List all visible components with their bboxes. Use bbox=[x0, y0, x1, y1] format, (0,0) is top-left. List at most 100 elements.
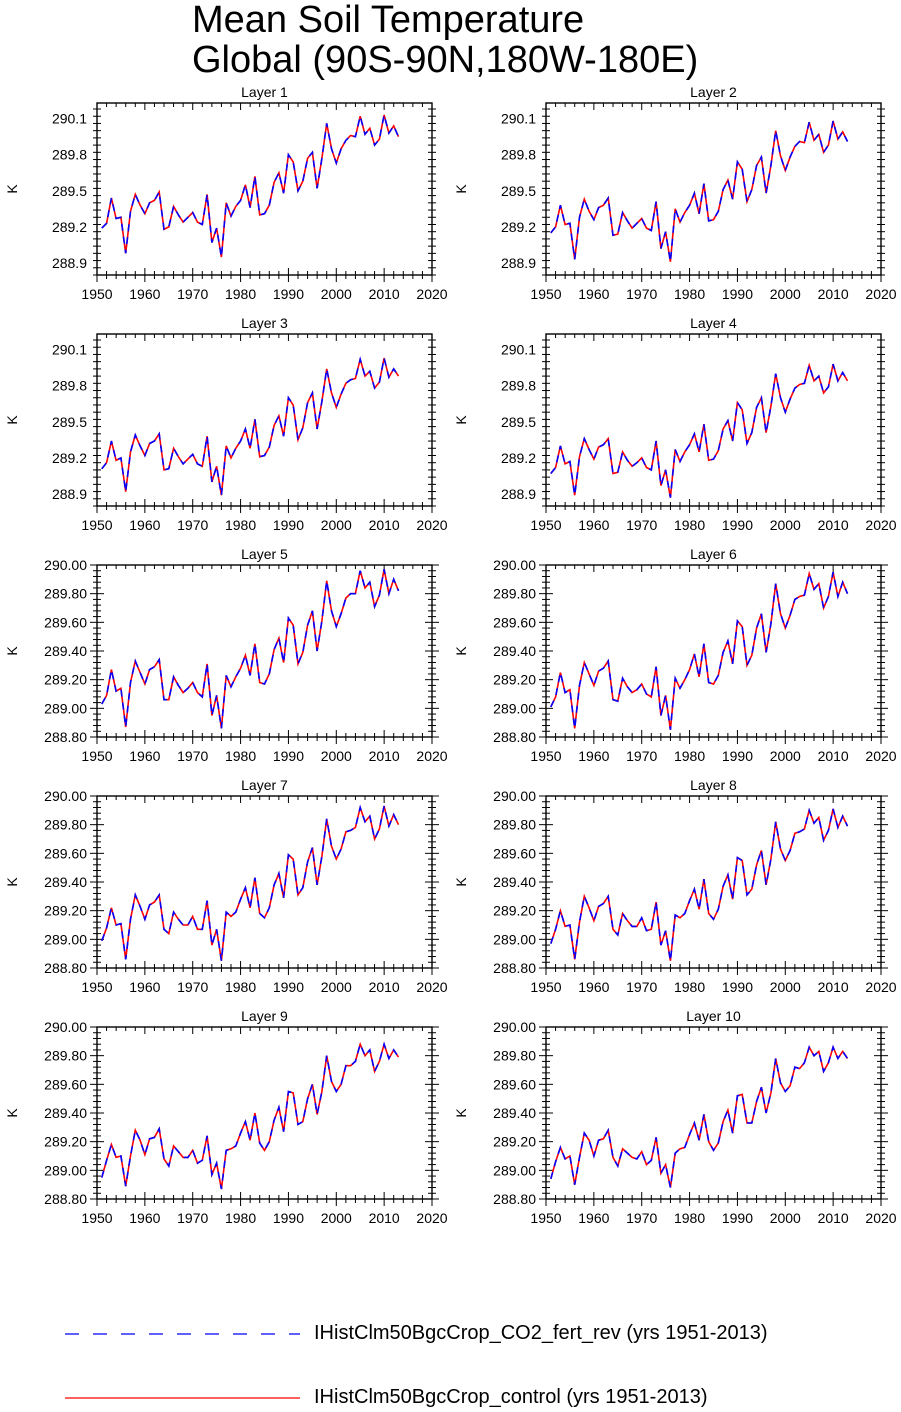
x-tick-label: 2010 bbox=[369, 979, 400, 995]
y-tick-label: 289.80 bbox=[493, 586, 536, 602]
y-tick-label: 289.20 bbox=[44, 1134, 87, 1150]
y-axis-label: K bbox=[4, 415, 20, 425]
panel-title: Layer 5 bbox=[241, 546, 288, 562]
x-tick-label: 1990 bbox=[273, 1210, 304, 1226]
x-tick-label: 2020 bbox=[865, 286, 896, 302]
panel-title: Layer 4 bbox=[690, 315, 737, 331]
y-tick-label: 289.80 bbox=[44, 1048, 87, 1064]
x-tick-label: 1990 bbox=[722, 286, 753, 302]
plot-frame bbox=[545, 102, 882, 276]
y-tick-label: 289.40 bbox=[44, 643, 87, 659]
x-tick-label: 2020 bbox=[416, 1210, 447, 1226]
x-tick-label: 2000 bbox=[770, 286, 801, 302]
y-tick-label: 289.60 bbox=[44, 614, 87, 630]
legend-label-rev: IHistClm50BgcCrop_CO2_fert_rev (yrs 1951… bbox=[314, 1322, 768, 1344]
legend-label-control: IHistClm50BgcCrop_control (yrs 1951-2013… bbox=[314, 1386, 708, 1408]
x-tick-label: 2020 bbox=[416, 748, 447, 764]
x-tick-label: 2010 bbox=[369, 748, 400, 764]
y-tick-label: 289.60 bbox=[493, 1076, 536, 1092]
y-tick-label: 288.9 bbox=[52, 486, 87, 502]
x-tick-label: 1970 bbox=[177, 979, 208, 995]
x-tick-label: 1990 bbox=[722, 517, 753, 533]
y-tick-label: 289.80 bbox=[493, 817, 536, 833]
x-tick-label: 1990 bbox=[722, 748, 753, 764]
y-tick-label: 289.20 bbox=[493, 903, 536, 919]
series-line-control bbox=[101, 356, 400, 496]
y-tick-label: 289.40 bbox=[493, 874, 536, 890]
x-tick-label: 1950 bbox=[530, 748, 561, 764]
plot-frame bbox=[545, 333, 882, 507]
y-tick-label: 289.40 bbox=[44, 874, 87, 890]
x-tick-label: 2010 bbox=[818, 517, 849, 533]
x-tick-label: 1960 bbox=[578, 1210, 609, 1226]
x-tick-label: 1990 bbox=[273, 286, 304, 302]
y-tick-label: 288.80 bbox=[493, 1191, 536, 1207]
y-tick-label: 290.00 bbox=[44, 788, 87, 804]
x-tick-label: 1980 bbox=[674, 979, 705, 995]
y-tick-label: 289.2 bbox=[52, 450, 87, 466]
legend-line-rev bbox=[65, 1333, 300, 1335]
y-tick-label: 289.2 bbox=[501, 219, 536, 235]
y-tick-label: 289.5 bbox=[52, 183, 87, 199]
series-line-rev bbox=[550, 570, 849, 730]
chart-panels: Layer 1 K 1950 1960 1970 1980 1990 2000 2010 2020… bbox=[4, 84, 897, 1226]
x-tick-label: 1970 bbox=[177, 517, 208, 533]
y-axis-label: K bbox=[453, 646, 469, 656]
x-tick-label: 1950 bbox=[530, 979, 561, 995]
x-tick-label: 1970 bbox=[626, 748, 657, 764]
panel-title: Layer 3 bbox=[241, 315, 288, 331]
x-tick-label: 1970 bbox=[177, 748, 208, 764]
series-line-control bbox=[101, 804, 400, 961]
panel-title: Layer 10 bbox=[686, 1008, 741, 1024]
legend-entry-control: IHistClm50BgcCrop_control (yrs 1951-2013… bbox=[60, 1386, 880, 1412]
y-tick-label: 289.20 bbox=[44, 672, 87, 688]
y-tick-label: 290.00 bbox=[493, 1019, 536, 1035]
x-tick-label: 2010 bbox=[369, 286, 400, 302]
x-tick-label: 1970 bbox=[626, 286, 657, 302]
x-tick-label: 2020 bbox=[865, 979, 896, 995]
x-tick-label: 2020 bbox=[416, 286, 447, 302]
x-tick-label: 2000 bbox=[321, 748, 352, 764]
y-tick-label: 288.80 bbox=[493, 729, 536, 745]
x-tick-label: 1960 bbox=[129, 748, 160, 764]
panel-layer-10: Layer 10 K 1950 1960 1970 1980 1990 2000 2010 202… bbox=[453, 1008, 897, 1226]
x-tick-label: 1980 bbox=[674, 1210, 705, 1226]
y-tick-label: 289.2 bbox=[501, 450, 536, 466]
panel-layer-2: Layer 2 K 1950 1960 1970 1980 1990 2000 2010 2020… bbox=[453, 84, 897, 302]
x-tick-label: 1970 bbox=[626, 517, 657, 533]
x-tick-label: 1950 bbox=[530, 1210, 561, 1226]
y-tick-label: 289.5 bbox=[501, 414, 536, 430]
panel-layer-9: Layer 9 K 1950 1960 1970 1980 1990 2000 2010 2020… bbox=[4, 1008, 448, 1226]
x-tick-label: 1980 bbox=[225, 748, 256, 764]
panel-layer-5: Layer 5 K 1950 1960 1970 1980 1990 2000 2010 2020… bbox=[4, 546, 448, 764]
series-line-rev bbox=[101, 804, 400, 961]
y-axis-label: K bbox=[453, 184, 469, 194]
x-tick-label: 1950 bbox=[81, 748, 112, 764]
y-tick-label: 288.9 bbox=[501, 255, 536, 271]
panel-title: Layer 8 bbox=[690, 777, 737, 793]
x-tick-label: 2020 bbox=[865, 1210, 896, 1226]
y-tick-label: 289.00 bbox=[493, 1162, 536, 1178]
x-tick-label: 1970 bbox=[177, 1210, 208, 1226]
panel-layer-7: Layer 7 K 1950 1960 1970 1980 1990 2000 2010 2020… bbox=[4, 777, 448, 995]
x-tick-label: 1950 bbox=[530, 517, 561, 533]
y-tick-label: 289.60 bbox=[493, 845, 536, 861]
y-axis-label: K bbox=[453, 1108, 469, 1118]
y-tick-label: 289.80 bbox=[44, 586, 87, 602]
x-tick-label: 1980 bbox=[225, 979, 256, 995]
series-line-rev bbox=[101, 569, 400, 729]
x-tick-label: 1950 bbox=[81, 979, 112, 995]
x-tick-label: 1960 bbox=[578, 286, 609, 302]
y-tick-label: 289.20 bbox=[493, 1134, 536, 1150]
x-tick-label: 1980 bbox=[674, 286, 705, 302]
x-tick-label: 2010 bbox=[818, 286, 849, 302]
panel-title: Layer 2 bbox=[690, 84, 737, 100]
y-tick-label: 288.9 bbox=[501, 486, 536, 502]
y-tick-label: 290.1 bbox=[501, 342, 536, 358]
x-tick-label: 1990 bbox=[722, 979, 753, 995]
series-line-rev bbox=[550, 362, 849, 498]
x-tick-label: 2020 bbox=[416, 979, 447, 995]
x-tick-label: 1980 bbox=[225, 517, 256, 533]
series-line-rev bbox=[101, 356, 400, 496]
x-tick-label: 1950 bbox=[81, 286, 112, 302]
